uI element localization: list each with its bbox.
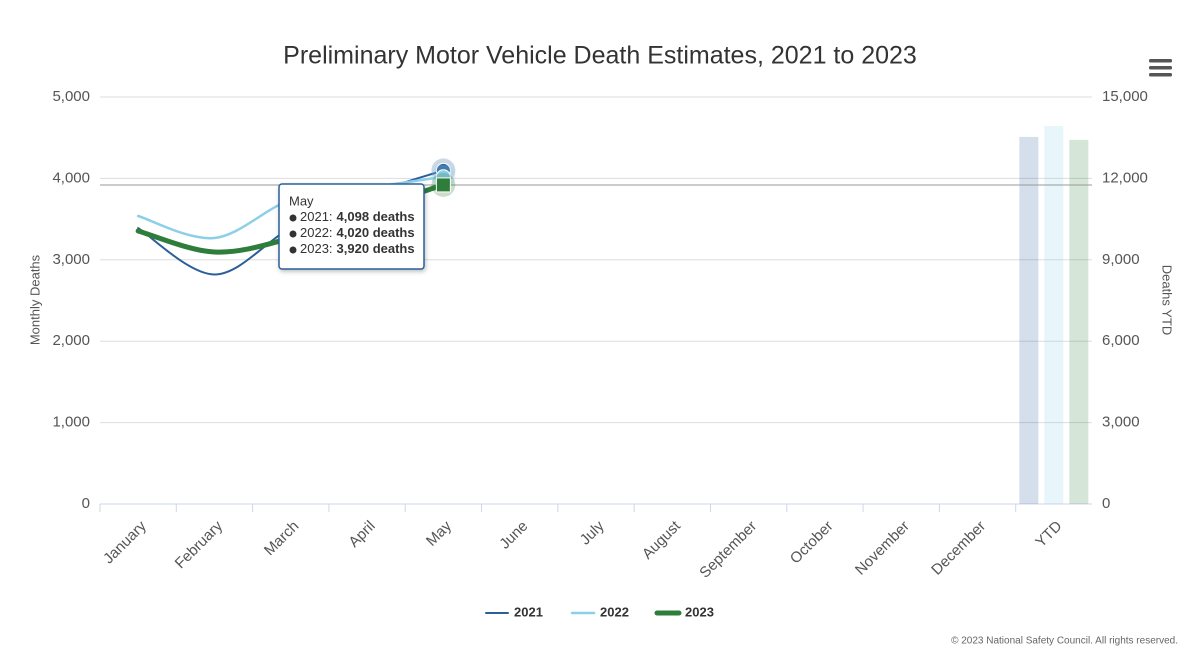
tooltip-series: 2022: (300, 225, 333, 240)
y-tick-label: 5,000 (52, 88, 90, 105)
credit: © 2023 National Safety Council. All righ… (951, 636, 1178, 647)
y2-tick-label: 6,000 (1102, 332, 1140, 349)
legend-label: 2023 (685, 604, 714, 619)
y2-tick-label: 0 (1102, 495, 1110, 512)
tooltip-bullet (289, 246, 297, 254)
y2-tick-label: 15,000 (1102, 88, 1148, 105)
ytd-bar (1044, 126, 1064, 505)
ytd-bar (1019, 136, 1039, 505)
y2-axis-title: Deaths YTD (1160, 265, 1175, 336)
y-tick-label: 0 (82, 495, 90, 512)
y2-tick-label: 12,000 (1102, 169, 1148, 186)
y-tick-label: 1,000 (52, 414, 90, 431)
tooltip-series: 2021: (300, 209, 333, 224)
legend-label: 2021 (514, 604, 543, 619)
y2-tick-label: 9,000 (1102, 251, 1140, 268)
tooltip-line: 2022: 4,020 deaths (300, 225, 415, 240)
tooltip-value: 4,098 deaths (337, 209, 415, 224)
y-tick-label: 3,000 (52, 251, 90, 268)
chart-title: Preliminary Motor Vehicle Death Estimate… (283, 42, 917, 70)
tooltip-value: 4,020 deaths (337, 225, 415, 240)
menu-bar[interactable] (1149, 73, 1172, 77)
y2-tick-label: 3,000 (1102, 414, 1140, 431)
tooltip-series: 2023: (300, 241, 333, 256)
menu-button[interactable] (1149, 59, 1172, 77)
tooltip-line: 2021: 4,098 deaths (300, 209, 415, 224)
marker (435, 177, 451, 193)
y-axis-title: Monthly Deaths (27, 254, 42, 345)
y-tick-label: 2,000 (52, 332, 90, 349)
tooltip-box (278, 183, 425, 270)
y-tick-label: 4,000 (52, 169, 90, 186)
tooltip-title: May (289, 193, 314, 208)
tooltip-value: 3,920 deaths (337, 241, 415, 256)
tooltip-bullet (289, 214, 297, 222)
tooltip-line: 2023: 3,920 deaths (300, 241, 415, 256)
ytd-bar (1069, 139, 1089, 504)
menu-bar[interactable] (1149, 66, 1172, 70)
legend-label: 2022 (600, 604, 629, 619)
menu-bar[interactable] (1149, 59, 1172, 63)
tooltip-bullet (289, 230, 297, 238)
